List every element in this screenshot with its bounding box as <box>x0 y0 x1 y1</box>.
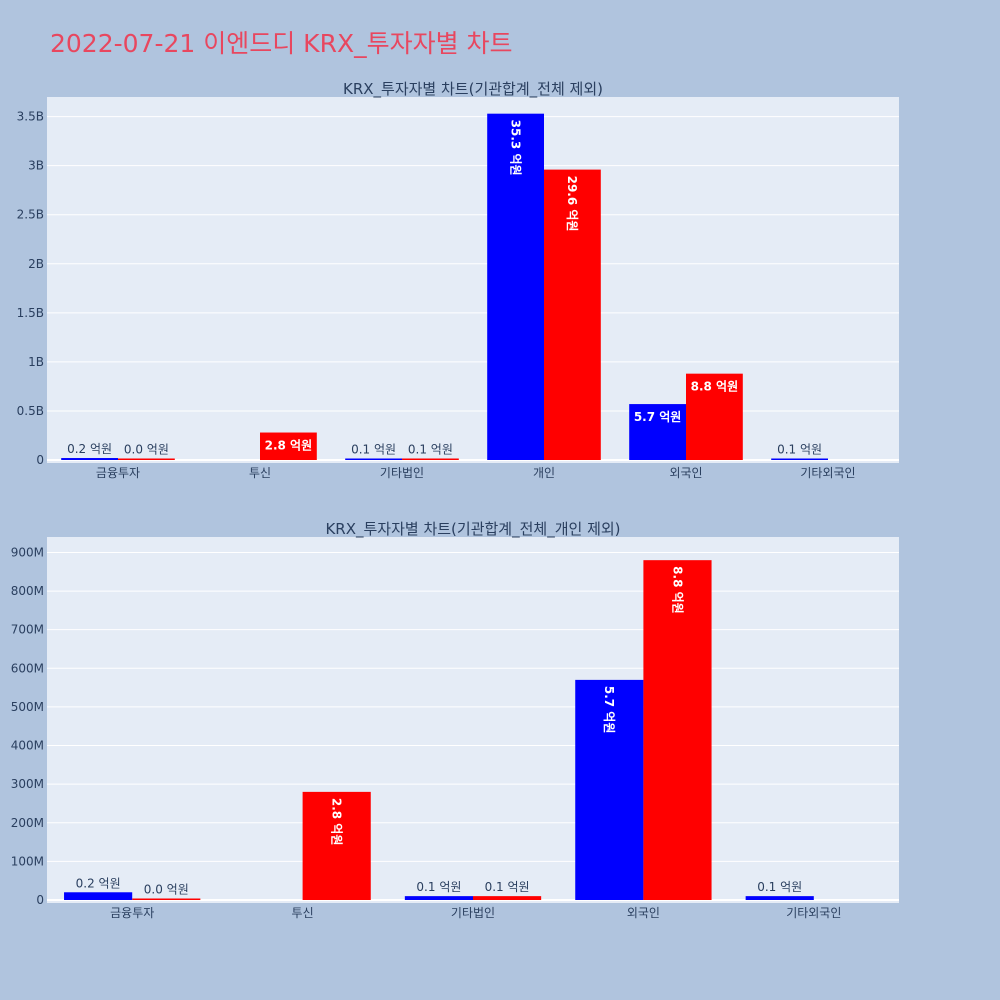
x-tick-label: 개인 <box>533 466 555 480</box>
y-tick-label: 500M <box>11 700 44 714</box>
y-tick-label: 600M <box>11 661 44 675</box>
y-tick-label: 300M <box>11 777 44 791</box>
y-tick-label: 700M <box>11 623 44 637</box>
bar <box>64 892 133 900</box>
y-tick-label: 0 <box>36 893 44 907</box>
bar <box>404 896 473 900</box>
y-tick-label: 400M <box>11 739 44 753</box>
x-tick-label: 기타법인 <box>451 906 495 920</box>
x-tick-label: 외국인 <box>627 906 660 920</box>
y-tick-label: 1.5B <box>17 306 44 320</box>
bar <box>575 679 644 900</box>
bar <box>402 458 459 460</box>
x-tick-label: 투신 <box>292 906 314 920</box>
bar <box>302 791 371 900</box>
data-label: 0.1 억원 <box>485 880 530 894</box>
bar <box>118 458 175 460</box>
y-tick-label: 800M <box>11 584 44 598</box>
bar <box>643 560 712 900</box>
x-tick-label: 외국인 <box>669 466 702 480</box>
x-tick-label: 기타법인 <box>380 466 424 480</box>
page-title: 2022-07-21 이엔드디 KRX_투자자별 차트 <box>50 29 513 58</box>
bar <box>345 458 402 460</box>
data-label: 29.6 억원 <box>565 176 579 232</box>
data-label: 0.2 억원 <box>76 876 121 890</box>
chart-title: KRX_투자자별 차트(기관합계_전체_개인 제외) <box>325 520 620 539</box>
data-label: 8.8 억원 <box>670 566 684 614</box>
data-label: 2.8 억원 <box>265 439 313 453</box>
x-tick-label: 기타외국인 <box>800 466 855 480</box>
data-label: 0.1 억원 <box>351 443 396 457</box>
data-label: 0.1 억원 <box>777 443 822 457</box>
data-label: 0.0 억원 <box>144 883 189 897</box>
y-tick-label: 200M <box>11 816 44 830</box>
y-tick-label: 1B <box>28 355 44 369</box>
bar <box>260 432 317 460</box>
data-label: 0.0 억원 <box>124 443 169 457</box>
x-tick-label: 금융투자 <box>96 466 140 480</box>
data-label: 0.1 억원 <box>408 443 453 457</box>
data-label: 2.8 억원 <box>329 798 343 846</box>
data-label: 0.1 억원 <box>416 880 461 894</box>
bar <box>544 169 601 460</box>
y-tick-label: 100M <box>11 854 44 868</box>
data-label: 5.7 억원 <box>602 686 616 734</box>
y-tick-label: 2.5B <box>17 208 44 222</box>
data-label: 8.8 억원 <box>691 380 739 394</box>
y-tick-label: 3.5B <box>17 110 44 124</box>
data-label: 0.2 억원 <box>67 442 112 456</box>
bar <box>487 113 544 460</box>
data-label: 0.1 억원 <box>757 880 802 894</box>
plot-area <box>47 97 899 463</box>
data-label: 35.3 억원 <box>508 120 522 176</box>
bar <box>686 373 743 460</box>
plot-area <box>47 537 899 903</box>
y-tick-label: 2B <box>28 257 44 271</box>
bar <box>745 896 814 900</box>
y-tick-label: 900M <box>11 545 44 559</box>
y-tick-label: 0 <box>36 453 44 467</box>
bar <box>132 898 201 900</box>
y-tick-label: 0.5B <box>17 404 44 418</box>
y-tick-label: 3B <box>28 159 44 173</box>
bar <box>771 458 828 460</box>
data-label: 5.7 억원 <box>634 410 682 424</box>
x-tick-label: 금융투자 <box>110 906 154 920</box>
x-tick-label: 기타외국인 <box>786 906 841 920</box>
bar <box>473 896 542 900</box>
chart-title: KRX_투자자별 차트(기관합계_전체 제외) <box>343 80 603 99</box>
bar <box>61 458 118 460</box>
bar <box>629 404 686 460</box>
x-tick-label: 투신 <box>249 466 271 480</box>
